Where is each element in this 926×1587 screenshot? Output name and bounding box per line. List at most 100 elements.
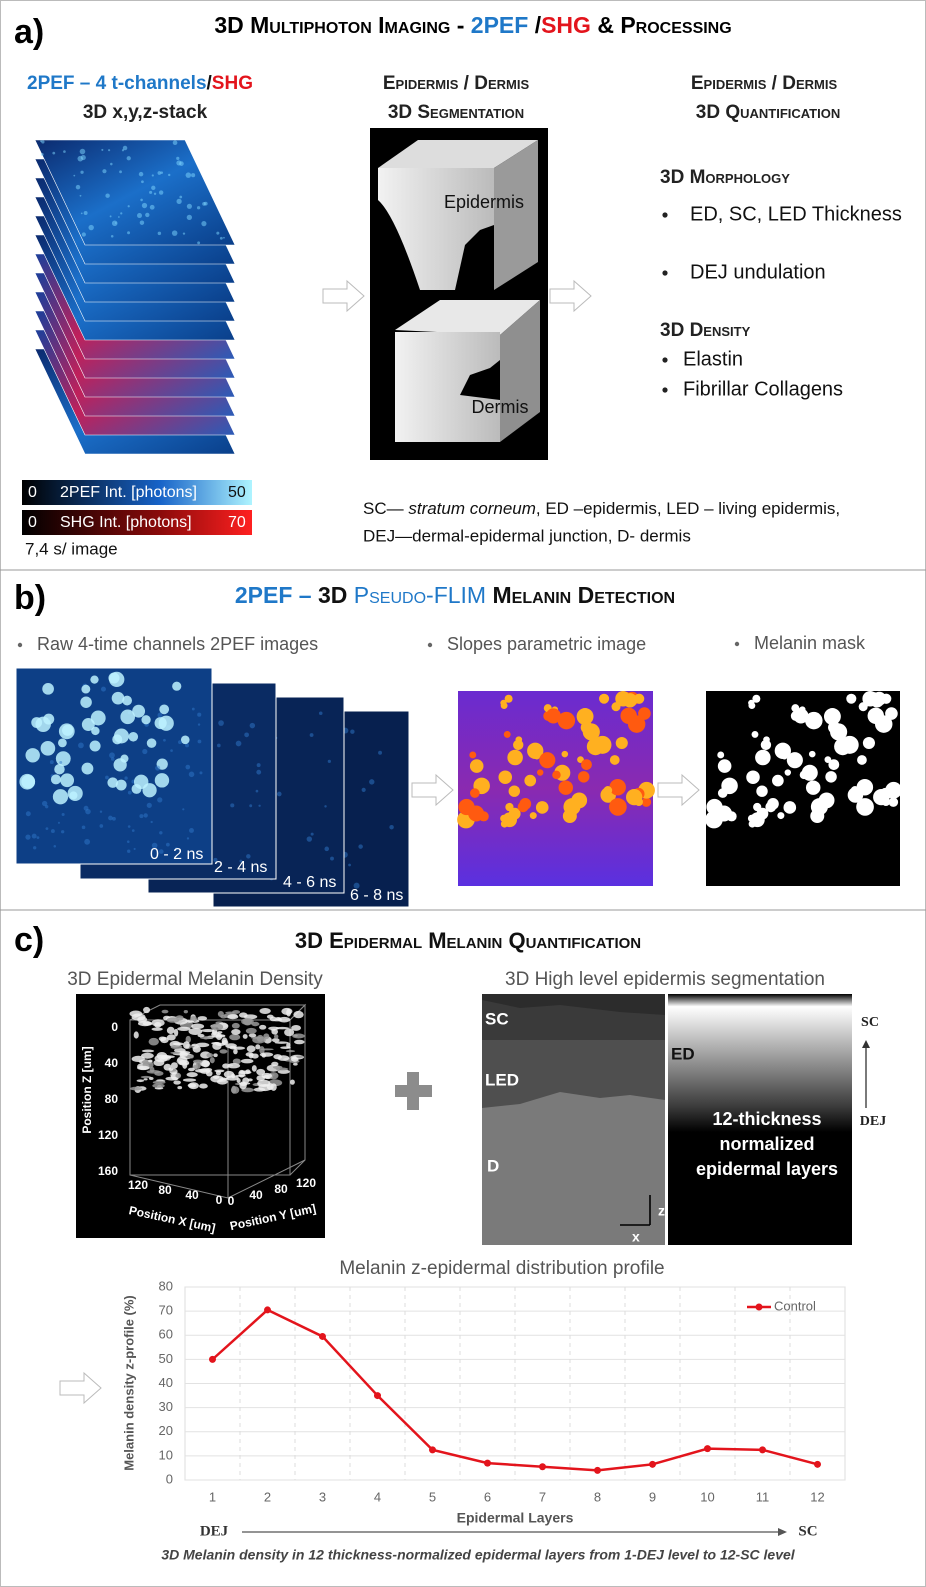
image-title: 3D High level epidermis segmentation (505, 969, 825, 990)
x-tick-label: 2 (264, 1489, 271, 1504)
melanin-blob (611, 702, 621, 712)
melanin-voxel (166, 1017, 180, 1023)
mask-blob (717, 759, 732, 773)
abbr-part: stratum corneum (408, 499, 536, 518)
cell (178, 740, 182, 745)
cell (85, 808, 91, 815)
melanin-voxel (284, 1028, 295, 1037)
melanin-voxel (170, 1044, 183, 1050)
mask-blob (784, 769, 791, 776)
overlay-label: normalized (719, 1134, 814, 1154)
cell (151, 842, 158, 849)
melanin-blob (535, 801, 549, 814)
cell (60, 773, 75, 788)
heading: 3D x,y,z-stack (83, 102, 208, 123)
melanin-voxel (131, 1013, 146, 1021)
stack-speck (101, 148, 104, 151)
cell (122, 695, 132, 706)
colorbar (22, 510, 252, 535)
melanin-voxel (165, 1076, 179, 1081)
stack-speck (151, 185, 156, 190)
melanin-voxel (280, 1046, 291, 1050)
legend-marker (755, 1303, 763, 1311)
stack-speck (201, 221, 207, 227)
melanin-blob (590, 737, 606, 753)
mask-blob (781, 753, 788, 760)
melanin-voxel (252, 1036, 266, 1044)
cell (99, 810, 103, 813)
stack-speck (52, 151, 56, 155)
layer-led (482, 1040, 665, 1108)
heading-part: SHG (212, 73, 253, 94)
mask-blob (825, 771, 837, 783)
mask-blob (869, 693, 885, 708)
cell (54, 763, 65, 775)
melanin-voxel (187, 1020, 195, 1023)
cell (41, 800, 48, 807)
stack-speck (186, 203, 192, 209)
mask-blob (828, 759, 840, 770)
melanin-voxel (238, 1012, 248, 1018)
cell (133, 847, 136, 851)
flow-arrow (549, 279, 592, 313)
melanin-voxel (253, 1087, 266, 1092)
layer-label: LED (485, 1070, 519, 1089)
mask-blob (888, 797, 899, 807)
panel-title: 3D Epidermal Melanin Quantification (295, 928, 641, 953)
bullet (734, 641, 740, 647)
melanin-voxel (177, 1086, 183, 1090)
heading-part: / (207, 73, 213, 94)
render-tick: 120 (128, 1178, 148, 1192)
render-tick: 120 (98, 1128, 118, 1142)
cell (185, 743, 190, 748)
axis-label: Position Z [um] (80, 1046, 94, 1133)
cell (182, 808, 185, 811)
cell (113, 728, 129, 744)
heading: 3D Segmentation (388, 102, 524, 123)
cell (239, 859, 243, 863)
overlay-label: epidermal layers (696, 1159, 838, 1179)
melanin-voxel (175, 1073, 182, 1079)
melanin-voxel (242, 1077, 250, 1084)
melanin-voxel (268, 1026, 280, 1031)
cell (105, 775, 109, 780)
channel-label: 0 - 2 ns (150, 846, 203, 863)
cell (158, 715, 174, 731)
melanin-voxel (192, 1045, 201, 1053)
cell (108, 815, 113, 821)
stack-speck (157, 171, 162, 175)
stack-speck (83, 211, 88, 215)
stack-speck (119, 170, 122, 174)
mask-blob (748, 699, 755, 707)
melanin-voxel (172, 1042, 184, 1046)
stack-speck (141, 180, 144, 184)
mask-blob (805, 711, 823, 730)
x-tick-label: 11 (756, 1489, 770, 1504)
render-tick: 160 (98, 1164, 118, 1178)
heading: 3D Quantification (696, 102, 840, 123)
stack-speck (127, 231, 131, 235)
render-tick: 40 (185, 1188, 199, 1202)
direction-arrowhead (862, 1040, 870, 1048)
cell (369, 779, 375, 785)
data-point (374, 1392, 381, 1400)
melanin-voxel (149, 1066, 155, 1073)
melanin-voxel (206, 1053, 214, 1058)
data-point (539, 1463, 546, 1471)
y-tick-label: 30 (159, 1399, 173, 1414)
mask-blob (783, 801, 797, 814)
melanin-voxel (197, 1016, 208, 1021)
render-tick: 0 (216, 1193, 223, 1207)
melanin-blob (500, 699, 507, 707)
cell (378, 750, 383, 755)
y-tick-label: 10 (159, 1447, 173, 1462)
data-point (209, 1355, 216, 1363)
melanin-voxel (192, 1059, 203, 1064)
colorbar-max: 70 (228, 514, 246, 531)
melanin-voxel (179, 1051, 189, 1057)
cell (170, 749, 173, 752)
mask-blob (822, 794, 831, 803)
melanin-blob (577, 756, 584, 763)
melanin-voxel (210, 1023, 224, 1031)
melanin-voxel (229, 1033, 241, 1041)
